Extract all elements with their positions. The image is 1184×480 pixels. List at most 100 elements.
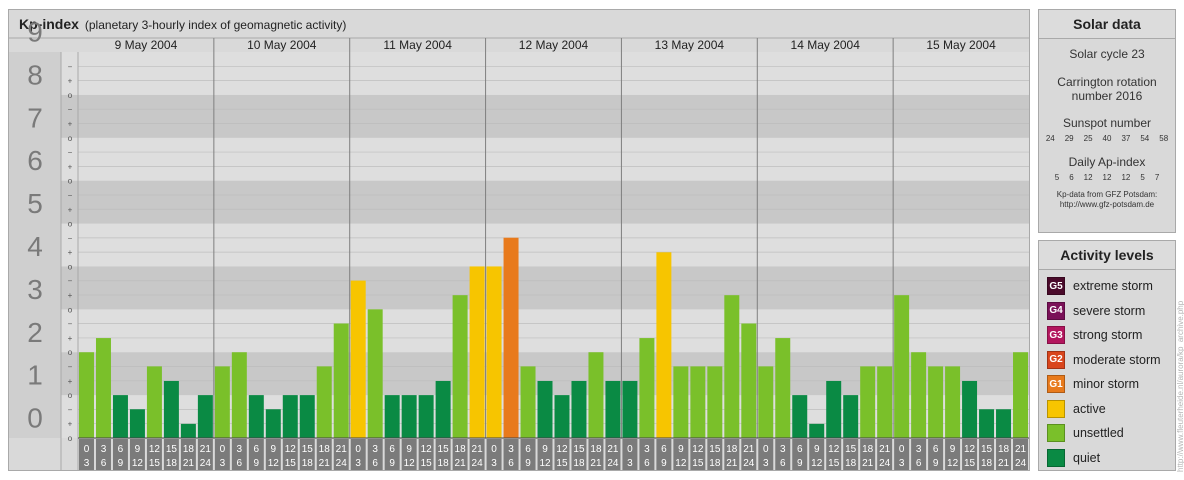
interval-cell [180,439,196,470]
interval-start-label: 18 [590,444,602,455]
activity-level-item: G3 strong storm [1039,323,1175,348]
interval-start-label: 0 [220,444,226,455]
kp-bar [741,323,757,438]
kp-subdivision-mark: + [68,420,73,429]
interval-cell [758,439,774,470]
interval-start-label: 12 [964,444,976,455]
interval-cell [316,439,332,470]
y-tick-label: 9 [27,17,43,48]
kp-subdivision-mark: − [68,363,73,372]
kp-bar [180,423,196,438]
kp-bar [503,237,519,438]
interval-end-label: 18 [845,458,857,469]
interval-end-label: 15 [421,458,433,469]
kp-bar [197,395,213,438]
kp-subdivision-mark: − [68,277,73,286]
kp-bar [129,409,145,438]
interval-cell [554,439,570,470]
kp-bar [996,409,1012,438]
interval-end-label: 21 [862,458,874,469]
interval-cell [146,439,162,470]
kp-subdivision-mark: o [68,134,73,143]
interval-end-label: 12 [675,458,687,469]
kp-subdivision-mark: + [68,334,73,343]
interval-end-label: 15 [692,458,704,469]
kp-band [61,137,1029,181]
sunspot-label: Sunspot number [1062,116,1152,130]
kp-bar [979,409,995,438]
solar-cycle: Solar cycle 23 [1069,47,1145,61]
interval-end-label: 21 [455,458,467,469]
interval-cell [486,439,502,470]
interval-end-label: 12 [404,458,416,469]
activity-level-swatch [1047,399,1065,418]
activity-level-label: minor storm [1073,377,1139,392]
kp-bar [1013,352,1028,438]
kp-subdivision-mark: − [68,105,73,114]
activity-level-swatch [1047,448,1065,467]
day-label: 14 May 2004 [791,38,861,52]
interval-start-label: 6 [797,444,803,455]
sunspot-value: 37 [1121,134,1131,143]
interval-end-label: 24 [336,458,348,469]
activity-level-item: active [1039,397,1175,422]
ap-value: 12 [1121,173,1131,182]
kp-bar [877,366,893,438]
interval-end-label: 3 [627,458,633,469]
interval-end-label: 21 [998,458,1010,469]
kp-bar [95,338,111,438]
credit-link[interactable]: http://www.gfz-potsdam.de [1059,200,1155,209]
interval-end-label: 15 [285,458,297,469]
activity-levels-panel: Activity levels G5 extreme storm G4 severe … [1038,240,1176,471]
interval-start-label: 6 [389,444,395,455]
activity-level-swatch: G3 [1047,326,1065,345]
interval-start-label: 9 [814,444,820,455]
interval-cell [707,439,723,470]
kp-bar [894,295,910,438]
interval-start-label: 6 [254,444,260,455]
interval-end-label: 24 [879,458,891,469]
interval-cell [894,439,910,470]
interval-cell [367,439,383,470]
interval-start-label: 15 [166,444,178,455]
interval-end-label: 18 [573,458,585,469]
kp-bar [146,366,162,438]
interval-start-label: 21 [472,444,484,455]
interval-end-label: 6 [780,458,786,469]
interval-end-label: 24 [472,458,484,469]
interval-end-label: 6 [237,458,243,469]
interval-cell [265,439,281,470]
interval-cell [945,439,961,470]
kp-subdivision-mark: o [68,177,73,186]
interval-cell [996,439,1012,470]
ap-value: 12 [1083,173,1093,182]
kp-bar [265,409,281,438]
sunspot-value: 25 [1083,134,1093,143]
interval-cell [197,439,213,470]
interval-start-label: 0 [763,444,769,455]
interval-start-label: 0 [491,444,497,455]
kp-subdivision-mark: − [68,62,73,71]
interval-cell [520,439,536,470]
ap-value: 6 [1069,173,1074,182]
interval-cell [962,439,978,470]
kp-bar [707,366,723,438]
kp-bar [384,395,400,438]
kp-band [61,52,1029,95]
kp-subdivision-mark: + [68,205,73,214]
kp-bar [656,252,672,438]
interval-start-label: 12 [692,444,704,455]
interval-start-label: 15 [845,444,857,455]
interval-cell [741,439,757,470]
day-label: 13 May 2004 [655,38,725,52]
activity-level-item: G5 extreme storm [1039,274,1175,299]
ap-value: 5 [1140,173,1145,182]
interval-cell [928,439,944,470]
interval-start-label: 3 [916,444,922,455]
kp-bar [724,295,740,438]
interval-cell [690,439,706,470]
interval-start-label: 21 [743,444,755,455]
kp-bar [775,338,791,438]
activity-level-item: G2 moderate storm [1039,348,1175,373]
ap-value: 5 [1054,173,1060,182]
